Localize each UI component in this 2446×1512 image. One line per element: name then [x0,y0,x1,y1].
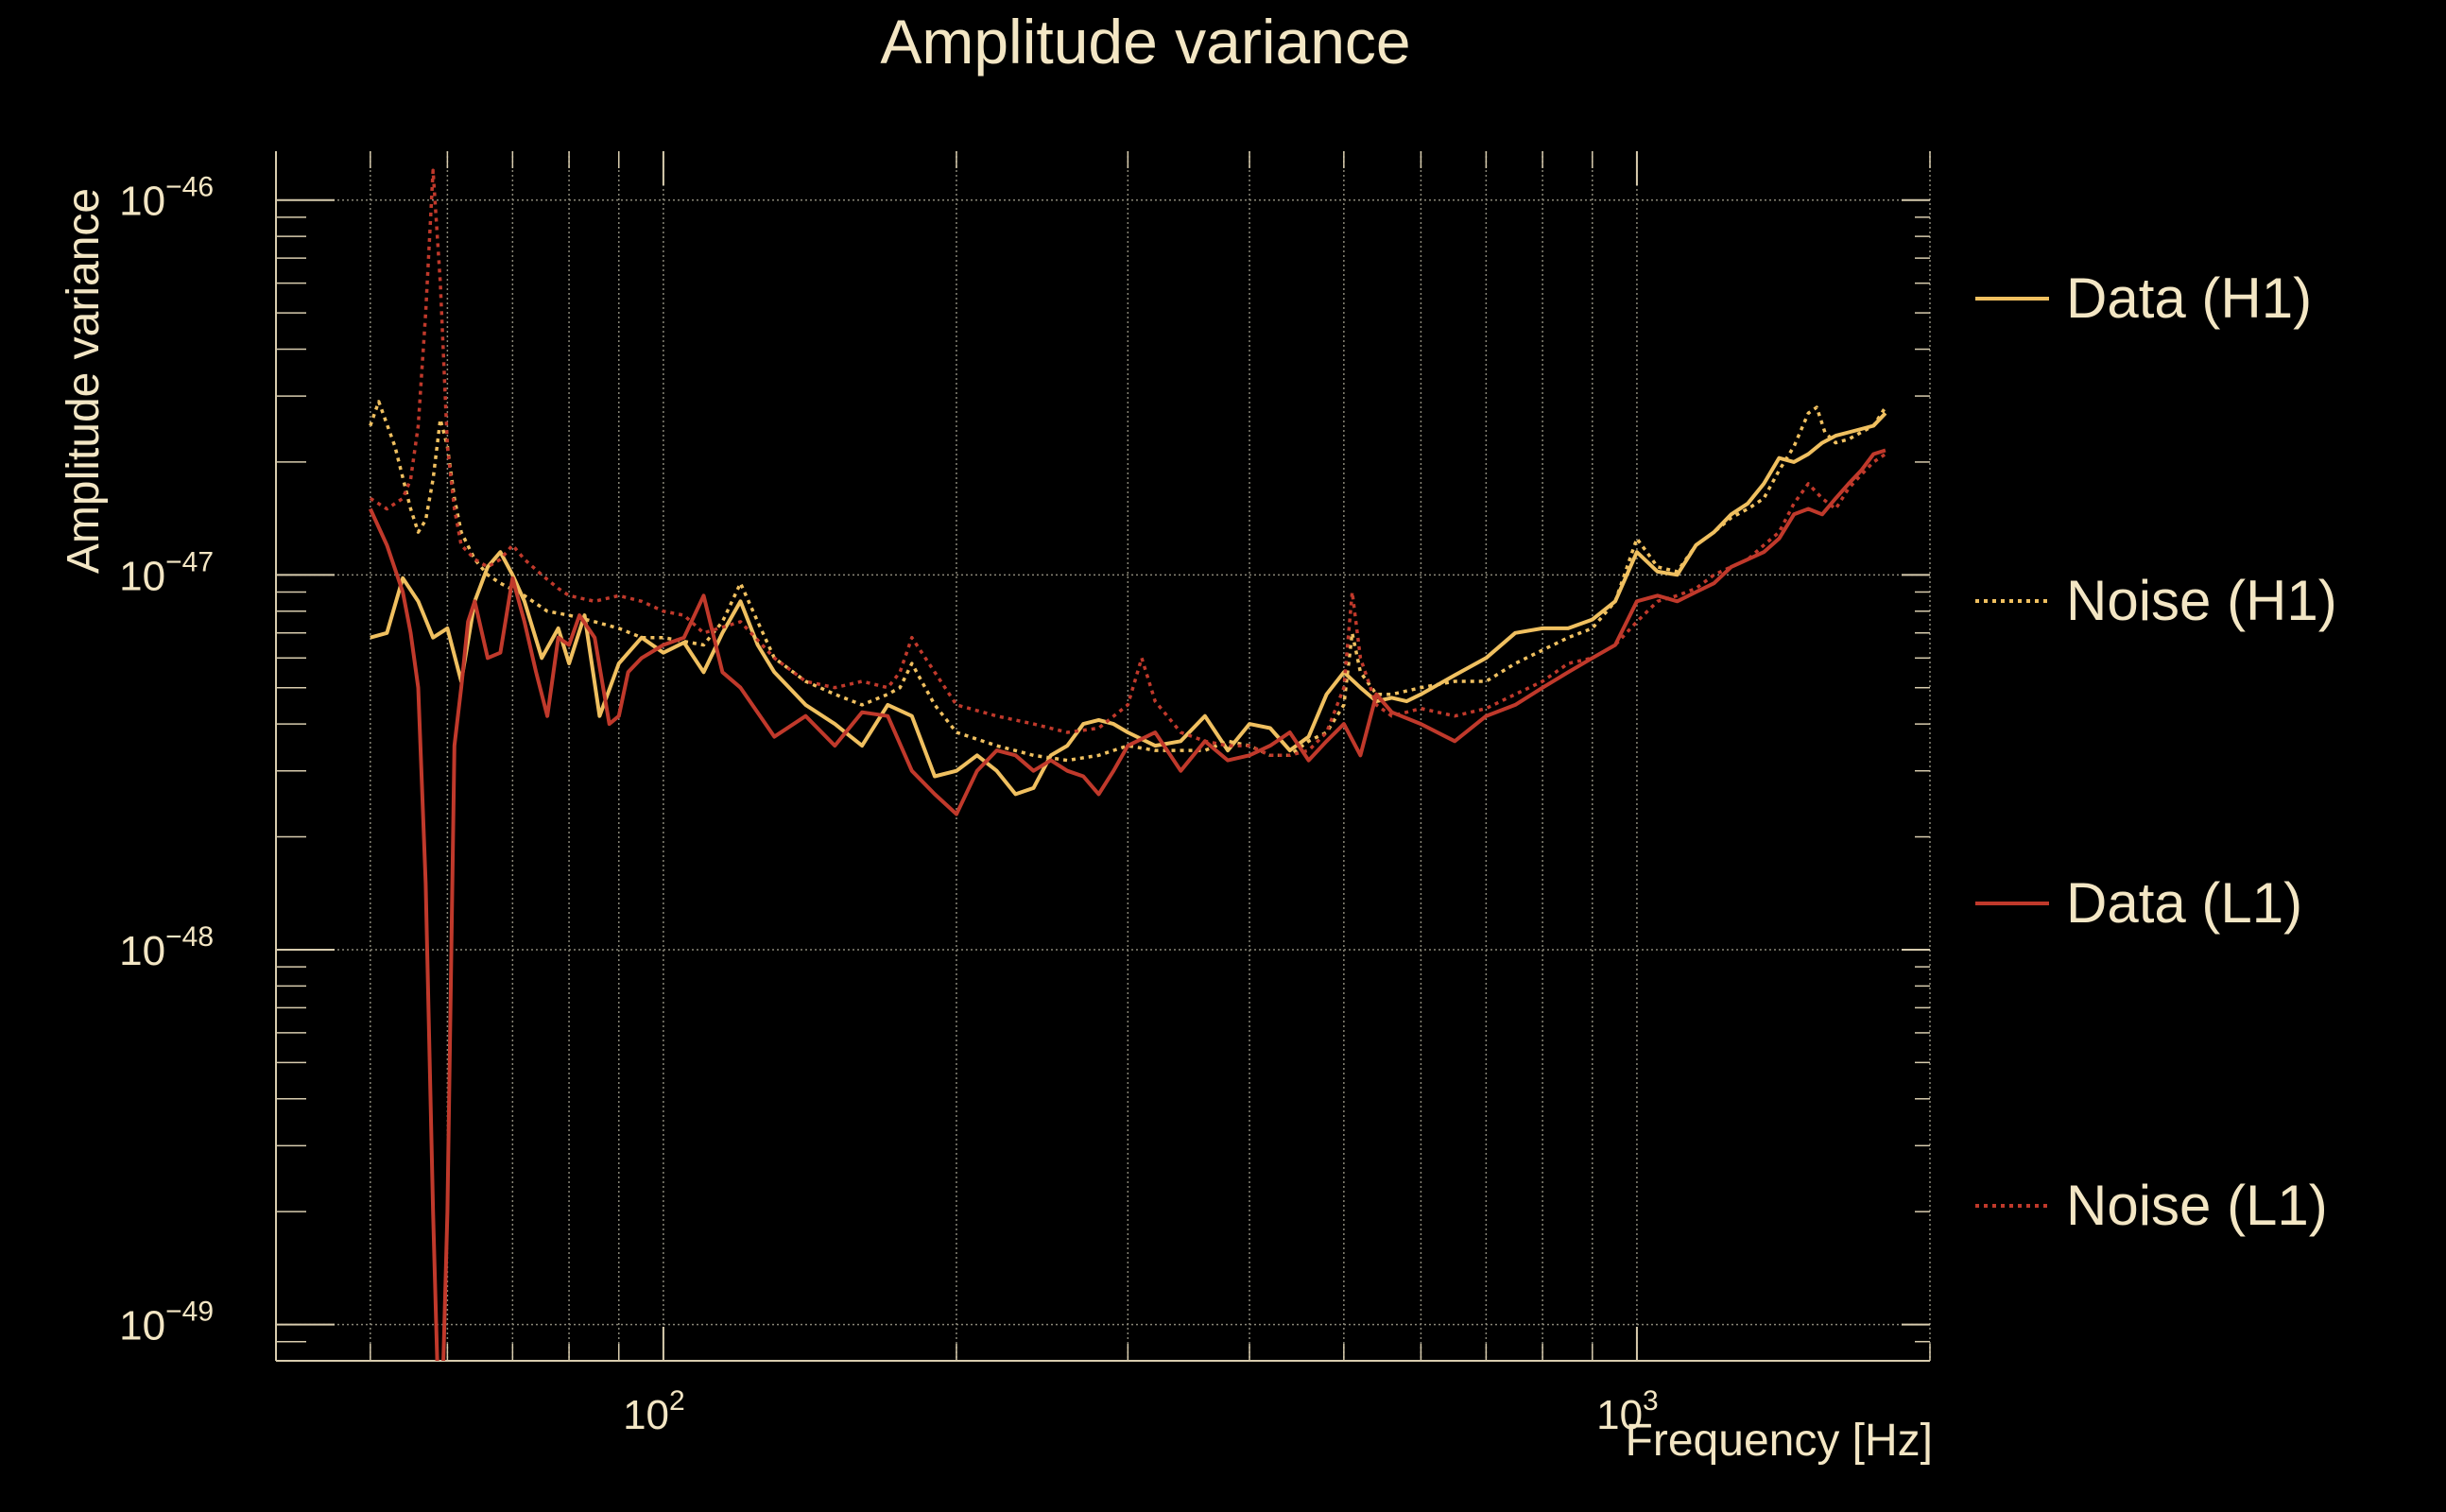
series-line-1 [369,400,1887,763]
y-tick-label: 10−47 [119,546,214,599]
grid-layer [275,151,1931,1361]
legend-label-0: Data (H1) [2066,266,2312,330]
x-tick-label: 102 [623,1385,685,1438]
series-layer [368,168,1887,1361]
legend-label-1: Noise (H1) [2066,569,2337,632]
legend: Data (H1) Noise (H1) Data (L1) Noise (L1) [1975,266,2337,1237]
y-tick-label: 10−49 [119,1297,214,1349]
y-tick-label: 10−46 [119,172,214,225]
y-axis-label: Amplitude variance [59,188,109,574]
chart-title: Amplitude variance [880,7,1410,77]
x-axis-label: Frequency [Hz] [1626,1416,1933,1466]
x-tick-label: 103 [1596,1385,1659,1438]
series-line-0 [370,411,1887,797]
axes-layer: 10−46 10−47 10−48 10−49 102 103 [119,151,1931,1438]
legend-label-3: Noise (L1) [2066,1174,2328,1237]
legend-label-2: Data (L1) [2066,871,2302,935]
y-tick-label: 10−48 [119,921,214,974]
